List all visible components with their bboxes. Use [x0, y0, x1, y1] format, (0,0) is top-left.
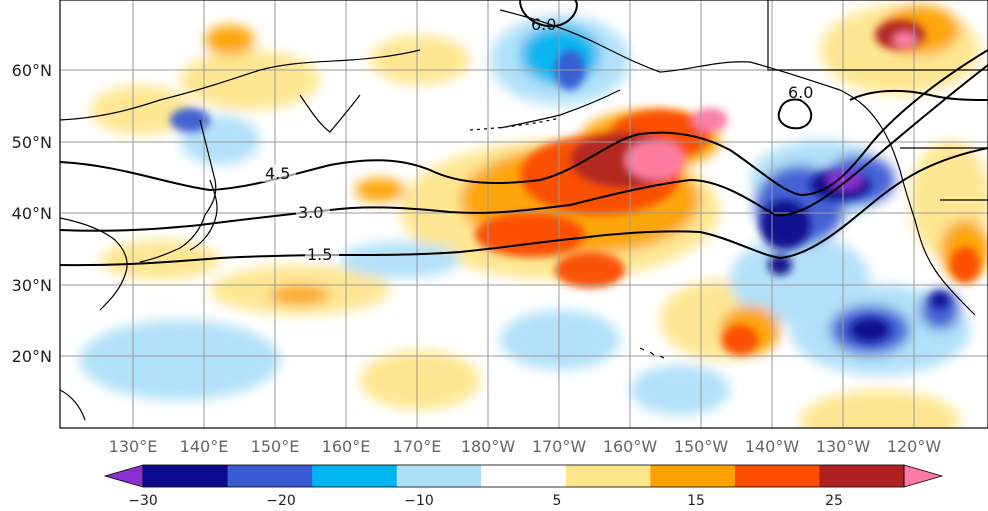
colorbar-cell	[819, 465, 905, 487]
colorbar-cell	[143, 465, 229, 487]
lon-label-150w: 150°W	[674, 437, 729, 456]
contour-label-3-0: 3.0	[298, 203, 323, 222]
lon-label-130e: 130°E	[109, 437, 158, 456]
colorbar-cell	[650, 465, 736, 487]
contour-label-4-5: 4.5	[265, 164, 290, 183]
colorbar-arrow-right	[903, 464, 944, 488]
contour-labels: 4.5 3.0 1.5 6.0 6.0	[262, 15, 813, 264]
lon-label-160e: 160°E	[322, 437, 371, 456]
colorbar-cell	[481, 465, 567, 487]
colorbar-ticks: −30 −20 −10 5 15 25	[128, 493, 843, 509]
lon-label-160w: 160°W	[603, 437, 658, 456]
contour-label-1-5: 1.5	[307, 245, 332, 264]
colorbar-cell	[565, 465, 651, 487]
lat-label-20n: 20°N	[12, 347, 52, 366]
colorbar-cells	[143, 465, 905, 487]
lon-label-130w: 130°W	[816, 437, 871, 456]
lon-label-150e: 150°E	[251, 437, 300, 456]
colorbar-tick-minus-20: −20	[266, 493, 296, 509]
colorbar-tick-15: 15	[687, 493, 705, 509]
colorbar-cell	[227, 465, 313, 487]
lon-label-140w: 140°W	[745, 437, 800, 456]
anomaly-shading	[80, 5, 988, 428]
coastlines	[60, 0, 988, 421]
longitude-axis: 130°E 140°E 150°E 160°E 170°E 180°W 170°…	[109, 437, 942, 456]
lon-label-120w: 120°W	[887, 437, 942, 456]
colorbar-cell	[396, 465, 482, 487]
latitude-axis: 60°N 50°N 40°N 30°N 20°N	[12, 61, 52, 366]
colorbar-tick-minus-30: −30	[128, 493, 158, 509]
contour-label-6-0-alaska: 6.0	[788, 83, 813, 102]
lat-label-60n: 60°N	[12, 61, 52, 80]
lat-label-30n: 30°N	[12, 276, 52, 295]
lat-label-50n: 50°N	[12, 133, 52, 152]
colorbar-tick-minus-10: −10	[404, 493, 434, 509]
contour-lines	[60, 0, 988, 267]
colorbar-arrow-left	[103, 464, 144, 488]
lon-label-170w: 170°W	[532, 437, 587, 456]
contour-label-6-0-north: 6.0	[531, 15, 556, 34]
map-frame	[59, 0, 988, 429]
colorbar-tick-25: 25	[825, 493, 843, 509]
colorbar-cell	[312, 465, 398, 487]
lat-label-40n: 40°N	[12, 204, 52, 223]
colorbar-cell	[734, 465, 820, 487]
colorbar-tick-5: 5	[553, 493, 562, 509]
lon-label-180w: 180°W	[461, 437, 516, 456]
lon-label-170e: 170°E	[393, 437, 442, 456]
lon-label-140e: 140°E	[180, 437, 229, 456]
colorbar: −30 −20 −10 5 15 25	[103, 464, 944, 509]
